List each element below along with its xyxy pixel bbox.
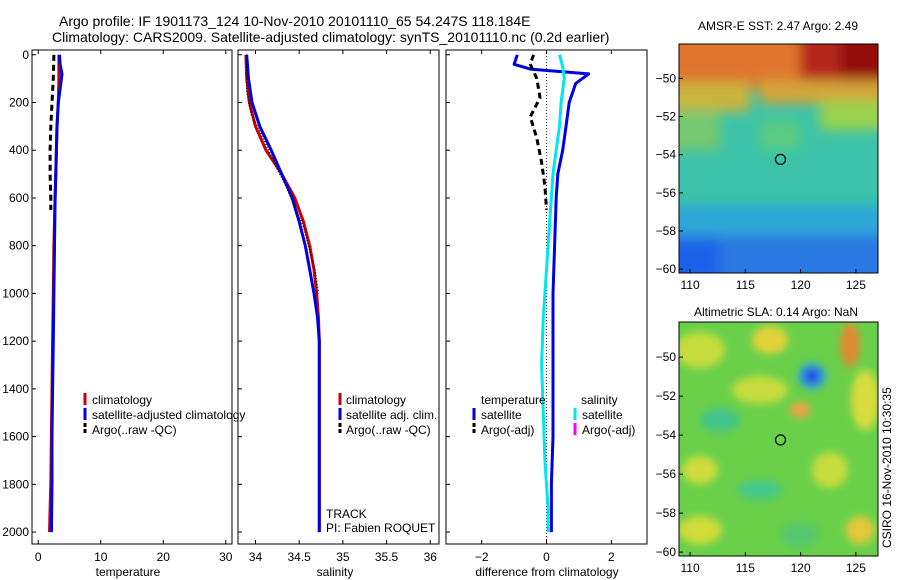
sst-map-title: AMSR-E SST: 2.47 Argo: 2.49 <box>698 19 858 33</box>
y-tick-label: 600 <box>9 191 29 205</box>
x-tick-label: 30 <box>219 550 233 564</box>
sla-heatmap <box>679 322 878 556</box>
y-tick-label: 1000 <box>2 286 29 300</box>
map-y-tick-label: −60 <box>656 545 677 559</box>
y-tick-label: 200 <box>9 96 29 110</box>
legend-label-climatology: climatology <box>346 393 406 407</box>
series-line-2 <box>48 54 56 210</box>
y-tick-label: 800 <box>9 239 29 253</box>
difference-xlabel: difference from climatology <box>475 565 618 579</box>
temperature-series <box>48 54 64 533</box>
depth-axis: 0 200 400 600 800 1000 1200 1400 1600 1800 2000 <box>2 48 29 539</box>
sla-map-title: Altimetric SLA: 0.14 Argo: NaN <box>694 305 858 319</box>
x-tick-label: 35.5 <box>375 550 399 564</box>
salinity-xlabel: salinity <box>317 565 354 579</box>
sst-map-axes <box>678 43 879 274</box>
y-tick-label: 400 <box>9 143 29 157</box>
sst-argo-marker <box>774 153 787 165</box>
y-tick-label: 2000 <box>2 525 29 539</box>
map-x-tick-label: 125 <box>846 278 866 292</box>
credit-text: CSIRO 16-Nov-2010 10:30:35 <box>880 387 894 548</box>
salinity-x-axis: 34 34.5 35 35.5 36 <box>238 50 437 564</box>
x-tick-label: 2 <box>608 550 615 564</box>
salinity-series <box>244 54 321 533</box>
temperature-x-axis: 0 10 20 30 <box>32 50 233 564</box>
map-y-tick-label: −50 <box>656 71 677 85</box>
legend-title-salinity: salinity <box>581 393 618 407</box>
map-x-tick-label: 115 <box>736 561 755 575</box>
difference-x-axis: −2 0 2 <box>446 50 615 564</box>
sla-map-axes <box>678 321 879 557</box>
x-tick-label: 34 <box>249 550 263 564</box>
salinity-axes <box>237 49 440 545</box>
map-y-tick-label: −56 <box>656 467 677 481</box>
temperature-axes <box>31 49 233 545</box>
map-x-tick-label: 120 <box>791 278 811 292</box>
x-tick-label: 20 <box>157 550 171 564</box>
sla-argo-marker <box>774 434 787 446</box>
sst-map-ticks: 110 115 120 125 −50 −52 −54 −56 −58 −60 <box>656 71 867 292</box>
salinity-legend: climatology satellite adj. clim. Argo(..… <box>326 393 437 535</box>
temperature-legend: climatology satellite-adjusted climatolo… <box>83 393 245 437</box>
map-y-tick-label: −54 <box>656 148 677 162</box>
sla-map-ticks: 110 115 120 125 −50 −52 −54 −56 −58 −60 <box>656 350 867 575</box>
pi-annotation: PI: Fabien ROQUET <box>326 521 436 535</box>
series-line-1 <box>49 54 64 533</box>
legend-label-sal-satellite: satellite <box>582 408 623 422</box>
x-tick-label: 10 <box>94 550 108 564</box>
map-y-tick-label: −60 <box>656 262 677 276</box>
map-y-tick-label: −58 <box>656 506 677 520</box>
legend-label-climatology: climatology <box>92 393 152 407</box>
map-y-tick-label: −50 <box>656 350 677 364</box>
map-x-tick-label: 110 <box>680 278 699 292</box>
legend-label-argo: Argo(..raw -QC) <box>92 423 177 437</box>
map-x-tick-label: 115 <box>736 278 755 292</box>
map-x-tick-label: 110 <box>680 561 699 575</box>
legend-label-satellite: satellite adj. clim. <box>346 408 437 422</box>
map-x-tick-label: 125 <box>846 561 866 575</box>
y-tick-label: 0 <box>22 48 29 62</box>
x-tick-label: −2 <box>475 550 489 564</box>
x-tick-label: 34.5 <box>287 550 311 564</box>
difference-series <box>512 54 591 533</box>
map-y-tick-label: −54 <box>656 428 677 442</box>
figure-title-line2: Climatology: CARS2009. Satellite-adjuste… <box>52 29 609 45</box>
legend-label-temp-satellite: satellite <box>481 408 522 422</box>
x-tick-label: 0 <box>35 550 42 564</box>
series-line-1 <box>540 54 566 533</box>
series-line-0 <box>512 54 591 533</box>
sst-heatmap <box>679 44 878 273</box>
map-x-tick-label: 120 <box>791 561 811 575</box>
y-tick-label: 1400 <box>2 382 29 396</box>
temperature-xlabel: temperature <box>96 565 161 579</box>
legend-title-temperature: temperature <box>481 393 546 407</box>
map-y-tick-label: −52 <box>656 110 677 124</box>
map-y-tick-label: −52 <box>656 389 677 403</box>
track-annotation: TRACK <box>326 507 367 521</box>
x-tick-label: 0 <box>543 550 550 564</box>
series-line-1 <box>245 54 321 533</box>
y-tick-label: 1800 <box>2 477 29 491</box>
legend-label-sal-argo: Argo(-adj) <box>582 423 635 437</box>
legend-label-satellite: satellite-adjusted climatology <box>92 408 245 422</box>
map-y-tick-label: −56 <box>656 186 677 200</box>
series-line-2 <box>528 54 548 211</box>
y-tick-label: 1200 <box>2 334 29 348</box>
difference-legend: temperature satellite Argo(-adj) salinit… <box>472 393 635 437</box>
x-tick-label: 35 <box>336 550 350 564</box>
legend-label-argo: Argo(..raw -QC) <box>346 423 431 437</box>
figure-title-line1: Argo profile: IF 1901173_124 10-Nov-2010… <box>59 13 530 29</box>
map-y-tick-label: −58 <box>656 224 677 238</box>
y-tick-label: 1600 <box>2 430 29 444</box>
x-tick-label: 36 <box>424 550 438 564</box>
legend-label-temp-argo: Argo(-adj) <box>481 423 534 437</box>
